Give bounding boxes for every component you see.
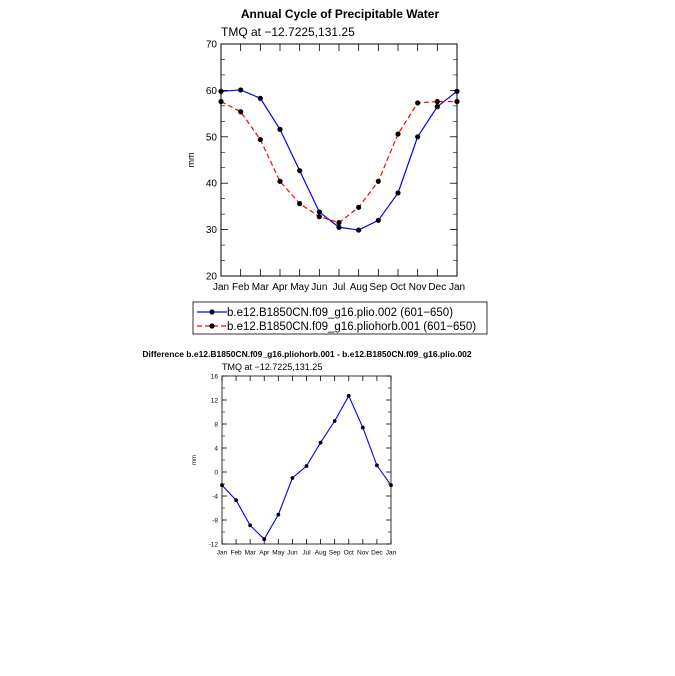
- chart2-xtick-label-7: Aug: [315, 550, 327, 557]
- chart2-series-0-point-6: [304, 464, 309, 468]
- chart2-xtick-label-9: Oct: [344, 550, 354, 557]
- chart1-series-0-point-5: [316, 209, 322, 215]
- chart2-series-0-point-7: [318, 440, 323, 445]
- chart2-plot-frame: [221, 375, 392, 545]
- chart2-xtick-label-3: Apr: [259, 550, 270, 557]
- legend-label-plio: b.e12.B1850CN.f09_g16.plio.002 (601−650): [227, 307, 453, 319]
- chart1-series-0-point-6: [336, 224, 342, 230]
- chart2-xtick-label-5: Jun: [287, 550, 298, 557]
- chart2-subtitle: TMQ at −12.7225,131.25: [222, 362, 322, 372]
- chart1-xtick-label-11: Dec: [428, 282, 446, 293]
- chart1-series-line-0: [220, 89, 458, 231]
- chart2-series-0-point-8: [332, 419, 337, 423]
- chart1-series-1-point-0: [218, 98, 224, 105]
- chart1-series-1-point-1: [238, 109, 244, 115]
- chart1-subtitle: TMQ at −12.7225,131.25: [221, 25, 355, 39]
- chart1-series-0-point-3: [277, 126, 283, 132]
- chart1-xtick-label-9: Oct: [390, 282, 406, 293]
- chart1-series-1-point-12: [454, 98, 460, 105]
- chart2-xtick-label-2: Mar: [245, 550, 257, 557]
- chart1-series-1-point-9: [395, 131, 401, 137]
- chart2-ytick-label-1: -8: [212, 517, 218, 524]
- chart2-xtick-label-6: Jul: [302, 550, 311, 557]
- chart2-ytick-label-5: 8: [214, 421, 218, 428]
- chart1-series-0-point-8: [375, 217, 381, 223]
- chart2-title: Difference b.e12.B1850CN.f09_g16.pliohor…: [142, 349, 472, 359]
- chart2-series-0-point-11: [375, 463, 379, 468]
- chart2-series-0-point-2: [248, 523, 253, 528]
- legend-marker-plio: [209, 309, 215, 315]
- chart2-series-0-point-10: [360, 425, 365, 430]
- chart1-y-label: mm: [186, 153, 196, 168]
- chart1-legend: b.e12.B1850CN.f09_g16.plio.002 (601−650)…: [192, 301, 488, 335]
- legend-marker-pliohorb: [209, 323, 215, 329]
- chart1-ytick-label-4: 60: [206, 86, 218, 97]
- chart1-xtick-label-3: Apr: [272, 282, 288, 293]
- chart1-title: Annual Cycle of Precipitable Water: [241, 7, 440, 21]
- chart1-plot-frame: [220, 43, 458, 277]
- chart2-xtick-label-12: Jan: [386, 550, 397, 557]
- chart1-series-0-point-4: [297, 168, 303, 174]
- chart1-ytick-label-5: 70: [206, 40, 218, 51]
- legend-label-pliohorb: b.e12.B1850CN.f09_g16.pliohorb.001 (601−…: [227, 321, 476, 333]
- chart1-series-1-point-10: [415, 100, 421, 106]
- chart2-xtick-label-10: Nov: [357, 550, 369, 557]
- chart1-xtick-label-4: May: [290, 282, 309, 293]
- chart1-series-line-1: [220, 100, 457, 224]
- chart2-xtick-label-0: Jan: [217, 550, 228, 557]
- chart1-series-1-point-6: [336, 220, 342, 226]
- chart1-ytick-label-1: 30: [206, 225, 218, 236]
- chart1-series-0-point-7: [356, 227, 362, 233]
- chart1-xtick-label-7: Aug: [350, 282, 368, 293]
- chart1-xtick-label-0: Jan: [213, 282, 229, 293]
- chart1-xtick-label-2: Mar: [252, 282, 270, 293]
- chart1-series-0-point-0: [218, 88, 224, 94]
- chart2-series-0-point-12: [389, 483, 393, 488]
- chart1-series-0-point-2: [257, 95, 263, 101]
- chart1-series-0-point-9: [395, 190, 401, 196]
- chart1-series-1-point-4: [297, 201, 303, 207]
- chart2-series-0-point-1: [234, 498, 238, 503]
- chart2-ytick-label-4: 4: [214, 445, 218, 452]
- chart1-series-0-point-1: [238, 87, 244, 93]
- chart1-series-1-point-8: [375, 178, 381, 184]
- chart2-series-0-point-5: [290, 476, 295, 480]
- chart2-series-0-point-4: [276, 512, 281, 517]
- chart1-xtick-label-8: Sep: [369, 282, 387, 293]
- chart2-ytick-label-2: -4: [212, 493, 218, 500]
- chart1-xtick-label-6: Jul: [333, 282, 346, 293]
- chart1-series-1-point-7: [356, 204, 362, 210]
- chart1-series-0-point-11: [434, 104, 440, 110]
- chart1-series-1-point-11: [434, 98, 440, 105]
- chart2-xtick-label-1: Feb: [230, 550, 242, 557]
- chart1-series-1-point-3: [277, 178, 283, 184]
- chart2-ytick-label-6: 12: [211, 397, 219, 404]
- chart1-xtick-label-12: Jan: [449, 282, 465, 293]
- chart1-xtick-label-5: Jun: [311, 282, 327, 293]
- chart1-series-0-point-10: [415, 134, 421, 140]
- chart1-xtick-label-1: Feb: [232, 282, 250, 293]
- chart2-series-0-point-3: [262, 537, 267, 542]
- chart1-series-1-point-5: [316, 214, 322, 220]
- chart1-series-1-point-2: [257, 136, 263, 143]
- chart2-ytick-label-0: -12: [209, 541, 219, 548]
- chart2-series-0-point-0: [220, 483, 224, 488]
- chart1-ytick-label-3: 50: [206, 132, 218, 143]
- chart2-xtick-label-11: Dec: [371, 550, 383, 557]
- chart2-series-0-point-9: [346, 393, 351, 398]
- chart1-xtick-label-10: Nov: [409, 282, 427, 293]
- chart2-xtick-label-8: Sep: [329, 550, 341, 557]
- difference-chart: Difference b.e12.B1850CN.f09_g16.pliohor…: [142, 349, 472, 557]
- chart2-xtick-label-4: May: [272, 550, 285, 557]
- chart2-ytick-label-3: 0: [214, 469, 218, 476]
- legend-frame: [192, 301, 488, 335]
- chart1-series-0-point-12: [454, 88, 460, 94]
- chart1-ytick-label-2: 40: [206, 179, 218, 190]
- chart2-y-label: mm: [192, 455, 198, 465]
- chart1-ytick-label-0: 20: [206, 272, 218, 283]
- annual-cycle-chart: Annual Cycle of Precipitable Water TMQ a…: [186, 7, 465, 293]
- chart2-ytick-label-7: 16: [211, 373, 219, 380]
